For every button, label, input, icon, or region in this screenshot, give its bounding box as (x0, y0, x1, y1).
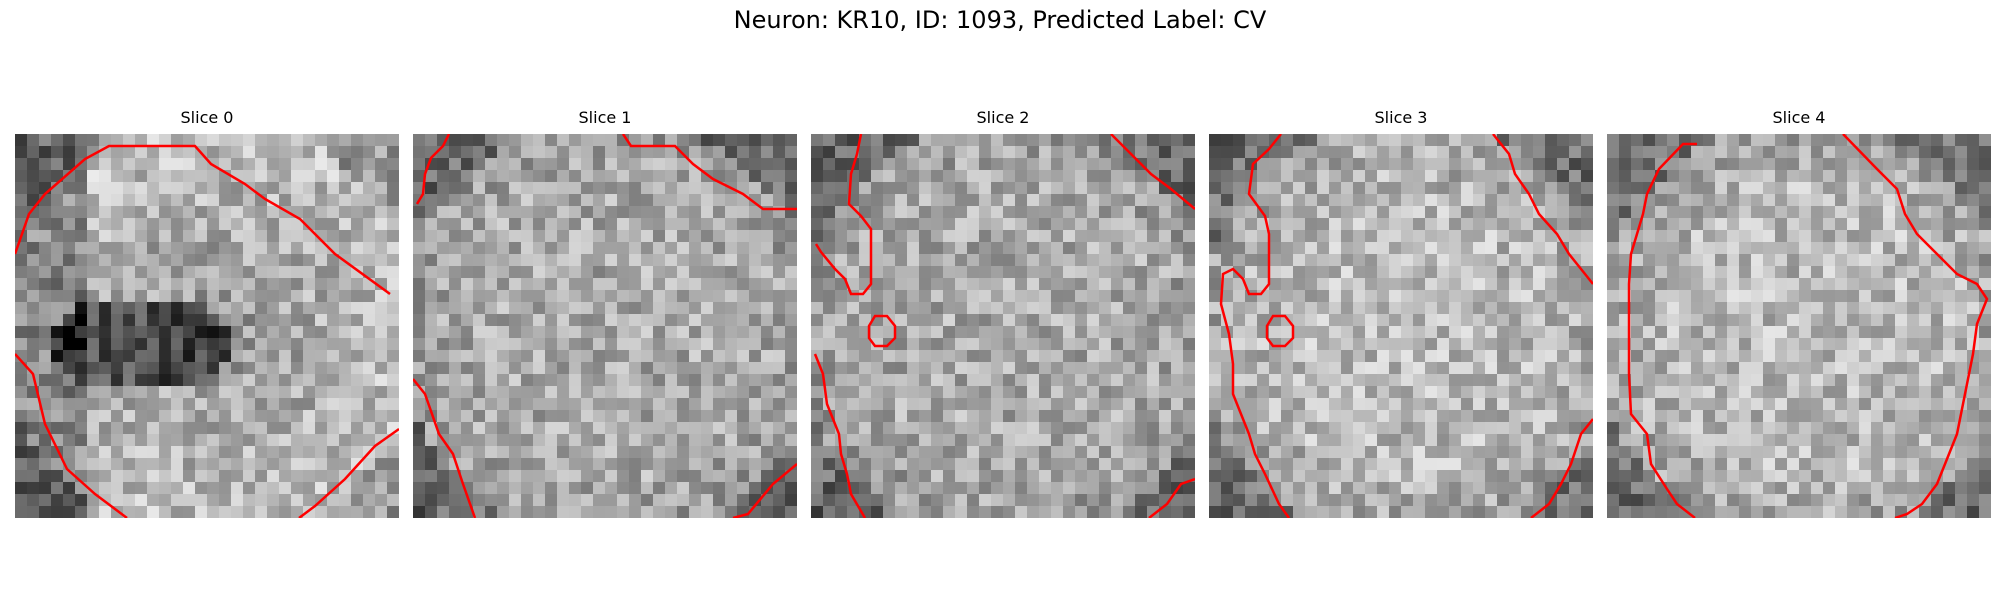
slice-title-3: Slice 3 (1374, 108, 1428, 127)
pixel-grid-0 (15, 134, 399, 518)
slice-image-1 (413, 134, 797, 518)
pixel-grid-2 (811, 134, 1195, 518)
roi-contour-3 (1219, 134, 1593, 518)
pixel-grid-3 (1209, 134, 1593, 518)
slice-title-0: Slice 0 (180, 108, 234, 127)
slice-title-4: Slice 4 (1772, 108, 1826, 127)
pixel-grid-4 (1607, 134, 1991, 518)
roi-contour-1 (413, 134, 797, 518)
figure-title: Neuron: KR10, ID: 1093, Predicted Label:… (733, 6, 1267, 34)
roi-contour-0 (15, 144, 399, 518)
slice-image-4 (1607, 134, 1991, 518)
pixel-grid-1 (413, 134, 797, 518)
slice-image-0 (15, 134, 399, 518)
slice-title-2: Slice 2 (976, 108, 1030, 127)
slice-title-1: Slice 1 (578, 108, 632, 127)
roi-contour-2 (813, 134, 1195, 518)
slice-image-3 (1209, 134, 1593, 518)
slice-image-2 (811, 134, 1195, 518)
roi-contour-4 (1627, 134, 1989, 518)
